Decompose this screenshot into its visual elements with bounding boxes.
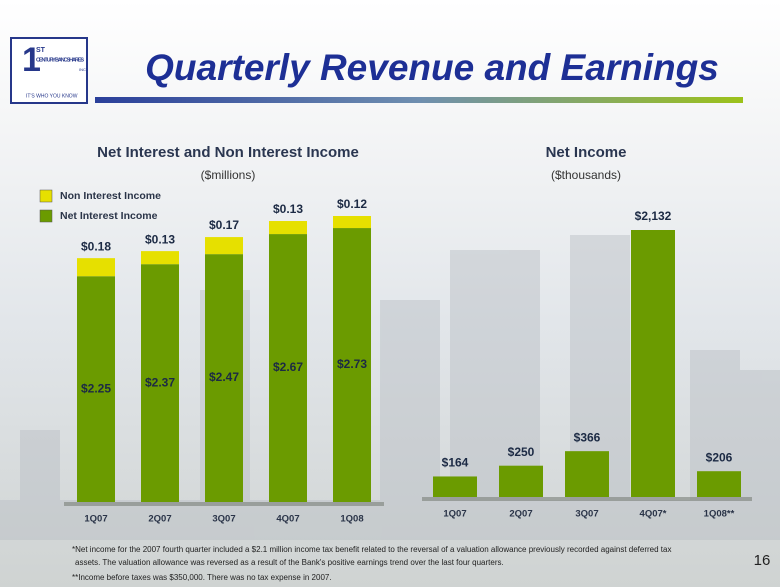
- slide-title: Quarterly Revenue and Earnings: [145, 47, 719, 88]
- value-label: $0.13: [145, 232, 175, 246]
- logo-name: CENTURY BANCSHARES: [36, 57, 84, 63]
- bar-segment: [269, 234, 307, 502]
- bar: [631, 230, 675, 497]
- value-label: $2,132: [635, 209, 672, 223]
- bar: [499, 465, 543, 497]
- footnote: **Income before taxes was $350,000. Ther…: [72, 573, 332, 582]
- chart-title: Net Income: [546, 144, 627, 161]
- value-label: $164: [442, 456, 469, 470]
- x-tick-label: 4Q07: [276, 514, 299, 525]
- bar-segment: [141, 264, 179, 502]
- x-tick-label: 3Q07: [575, 509, 598, 520]
- value-label: $2.73: [337, 357, 367, 371]
- value-label: $366: [574, 430, 601, 444]
- bar-segment: [269, 221, 307, 235]
- value-label: $2.47: [209, 370, 239, 384]
- title-rule: [95, 97, 743, 103]
- value-label: $206: [706, 450, 733, 464]
- x-tick-label: 1Q08: [340, 514, 363, 525]
- baseline: [64, 502, 384, 506]
- value-label: $2.37: [145, 375, 175, 389]
- x-tick-label: 1Q08**: [704, 509, 735, 520]
- footnote: *Net income for the 2007 fourth quarter …: [72, 545, 671, 554]
- x-tick-label: 2Q07: [509, 509, 532, 520]
- logo-number: 1: [22, 41, 41, 79]
- chart-title: Net Interest and Non Interest Income: [97, 144, 359, 161]
- bar-segment: [205, 254, 243, 502]
- value-label: $2.25: [81, 381, 111, 395]
- bar: [433, 476, 477, 497]
- bar-segment: [333, 216, 371, 229]
- x-tick-label: 1Q07: [443, 509, 466, 520]
- x-tick-label: 4Q07*: [640, 509, 667, 520]
- x-tick-label: 1Q07: [84, 514, 107, 525]
- x-tick-label: 2Q07: [148, 514, 171, 525]
- chart-subtitle: ($thousands): [551, 168, 621, 182]
- bar-segment: [205, 237, 243, 255]
- logo-inc: INC: [79, 67, 86, 72]
- footnote: assets. The valuation allowance was reve…: [75, 558, 504, 567]
- legend-label: Non Interest Income: [60, 190, 161, 202]
- bar-segment: [333, 228, 371, 502]
- logo-tagline: IT'S WHO YOU KNOW: [26, 93, 78, 99]
- bar-segment: [141, 251, 179, 265]
- bar: [565, 451, 609, 497]
- value-label: $0.13: [273, 202, 303, 216]
- value-label: $0.18: [81, 239, 111, 253]
- value-label: $0.17: [209, 218, 239, 232]
- logo: 1 ST CENTURY BANCSHARES INC IT'S WHO YOU…: [10, 37, 88, 104]
- value-label: $250: [508, 445, 535, 459]
- bar-segment: [77, 258, 115, 277]
- legend-label: Net Interest Income: [60, 210, 158, 222]
- chart-subtitle: ($millions): [201, 168, 256, 182]
- page-number: 16: [754, 552, 771, 569]
- value-label: $2.67: [273, 360, 303, 374]
- logo-sup: ST: [36, 47, 46, 54]
- legend-swatch: [39, 209, 53, 223]
- value-label: $0.12: [337, 197, 367, 211]
- x-tick-label: 3Q07: [212, 514, 235, 525]
- baseline: [422, 497, 752, 501]
- bar: [697, 471, 741, 497]
- legend-swatch: [39, 189, 53, 203]
- bar-segment: [77, 276, 115, 502]
